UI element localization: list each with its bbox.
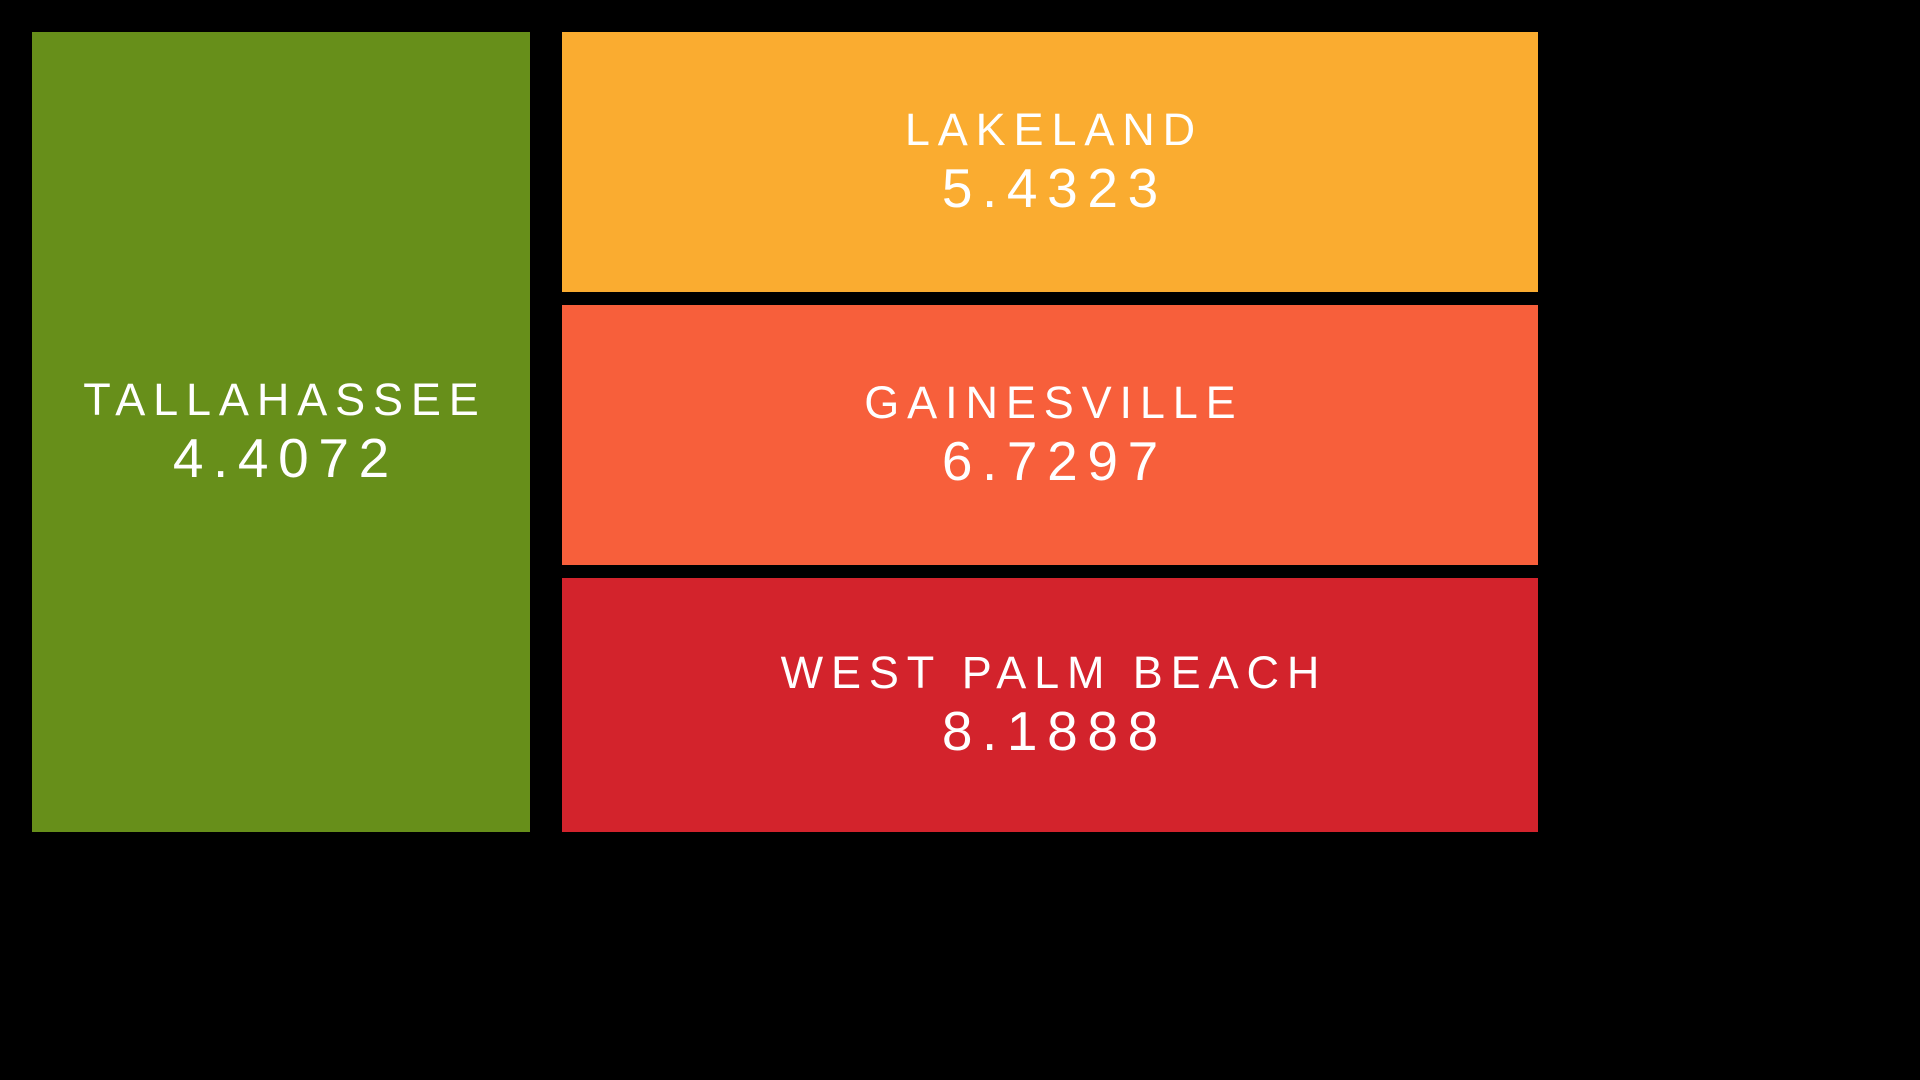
tile-value-west-palm-beach: 8.1888 [941, 700, 1168, 763]
treemap-tile-gainesville[interactable]: GAINESVILLE 6.7297 [562, 305, 1538, 565]
tile-value-gainesville: 6.7297 [941, 430, 1168, 493]
tile-value-tallahassee: 4.4072 [172, 427, 399, 490]
tile-value-lakeland: 5.4323 [941, 157, 1168, 220]
tile-label-lakeland: LAKELAND [904, 104, 1203, 155]
tile-label-gainesville: GAINESVILLE [864, 377, 1244, 428]
treemap-tile-tallahassee[interactable]: TALLAHASSEE 4.4072 [32, 32, 530, 832]
treemap-tile-west-palm-beach[interactable]: WEST PALM BEACH 8.1888 [562, 578, 1538, 832]
tile-label-tallahassee: TALLAHASSEE [83, 374, 487, 425]
treemap-tile-lakeland[interactable]: LAKELAND 5.4323 [562, 32, 1538, 292]
tile-label-west-palm-beach: WEST PALM BEACH [780, 647, 1328, 698]
